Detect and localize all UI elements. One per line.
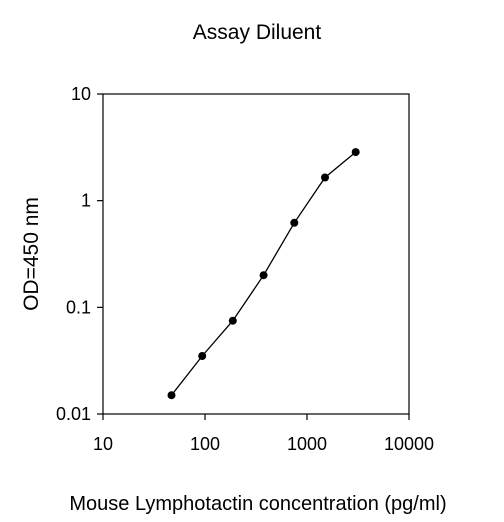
series-points (167, 148, 360, 400)
data-point (198, 352, 207, 360)
data-point (351, 148, 360, 157)
data-point (228, 316, 237, 325)
chart-title: Assay Diluent (193, 21, 322, 44)
x-axis: 10 100 1000 10000 (93, 414, 434, 454)
y-tick-label: 1 (81, 191, 91, 211)
x-tick-label: 10 (93, 434, 113, 454)
x-axis-label: Mouse Lymphotactin concentration (pg/ml) (69, 493, 446, 515)
y-tick-label: 0.1 (66, 297, 91, 317)
plot-frame (102, 93, 410, 415)
y-tick-label: 10 (71, 84, 91, 104)
x-tick-label: 1000 (287, 434, 327, 454)
data-point (167, 391, 176, 400)
y-axis: 0.01 0.1 1 10 (56, 84, 103, 424)
y-tick-label: 0.01 (56, 404, 91, 424)
data-point (290, 218, 299, 227)
data-point (321, 173, 329, 182)
y-axis-label: OD=450 nm (20, 197, 43, 311)
x-tick-label: 10000 (384, 434, 434, 454)
x-tick-label: 100 (190, 434, 220, 454)
data-point (259, 271, 268, 280)
